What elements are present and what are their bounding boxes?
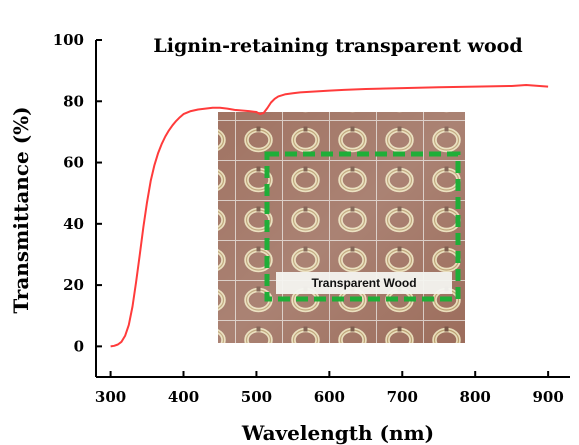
y-tick-label: 60 bbox=[63, 154, 84, 172]
chart-title: Lignin-retaining transparent wood bbox=[153, 35, 522, 57]
x-tick-label: 800 bbox=[460, 388, 491, 406]
x-tick-label: 400 bbox=[168, 388, 199, 406]
inset-photo: Transparent Wood bbox=[218, 112, 465, 343]
x-tick-label: 500 bbox=[241, 388, 272, 406]
y-tick-label: 100 bbox=[53, 31, 84, 49]
axes bbox=[95, 40, 570, 378]
inset-label-box bbox=[276, 272, 452, 294]
y-tick-label: 20 bbox=[63, 276, 84, 294]
inset-photo-glare bbox=[218, 112, 465, 343]
series-layer bbox=[110, 84, 549, 348]
x-tick-label: 900 bbox=[532, 388, 563, 406]
series-line-0 bbox=[110, 84, 549, 348]
x-tick-label: 600 bbox=[314, 388, 345, 406]
x-ticks: 300 400 500 600 700 800 900 bbox=[95, 371, 564, 406]
inset-label: Transparent Wood bbox=[311, 276, 416, 290]
inset-dashed-frame bbox=[264, 151, 461, 302]
y-ticks: 0 20 40 60 80 100 bbox=[53, 31, 102, 355]
y-tick-label: 0 bbox=[74, 337, 84, 355]
x-tick-label: 300 bbox=[95, 388, 126, 406]
x-tick-label: 700 bbox=[387, 388, 418, 406]
y-axis-title: Transmittance (%) bbox=[9, 106, 33, 313]
y-tick-label: 80 bbox=[63, 92, 84, 110]
y-tick-label: 40 bbox=[63, 215, 84, 233]
x-axis-title: Wavelength (nm) bbox=[241, 421, 434, 445]
